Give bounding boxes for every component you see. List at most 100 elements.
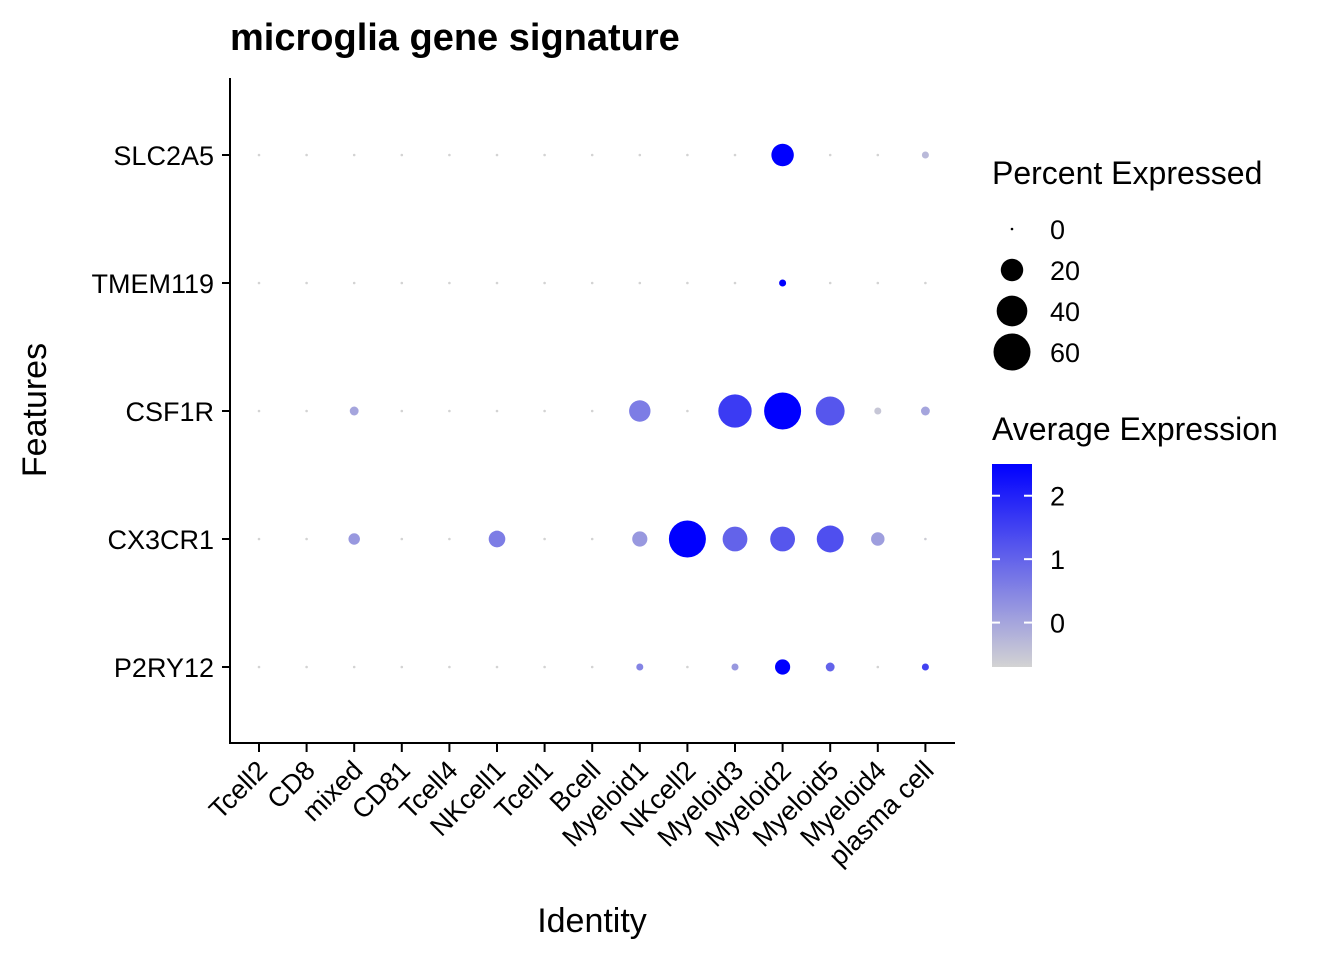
dot bbox=[638, 281, 642, 285]
y-ticks: SLC2A5 TMEM119 CSF1R CX3CR1 P2RY12 bbox=[91, 141, 230, 683]
dot bbox=[815, 396, 845, 426]
dot bbox=[874, 407, 882, 415]
dot bbox=[495, 153, 499, 157]
colorbar-ticks: 0 1 2 bbox=[992, 482, 1065, 639]
dot bbox=[632, 531, 648, 547]
colorbar bbox=[992, 464, 1032, 667]
size-legend-dot bbox=[1000, 258, 1024, 282]
dot bbox=[924, 281, 927, 285]
dot bbox=[448, 281, 451, 285]
size-legend: Percent Expressed 0 20 40 60 bbox=[992, 155, 1262, 371]
dot bbox=[590, 537, 594, 541]
dot bbox=[488, 530, 506, 548]
dot bbox=[921, 663, 929, 671]
dot bbox=[352, 281, 356, 285]
size-legend-items: 0 20 40 60 bbox=[993, 215, 1080, 371]
dot bbox=[495, 281, 499, 285]
dot bbox=[495, 665, 499, 669]
dot bbox=[305, 281, 308, 285]
dot bbox=[920, 406, 930, 416]
size-legend-dot bbox=[1010, 227, 1014, 231]
dot bbox=[400, 153, 404, 157]
dot bbox=[495, 409, 499, 413]
dot bbox=[629, 400, 651, 422]
size-legend-label: 40 bbox=[1050, 297, 1080, 327]
dot bbox=[543, 665, 546, 669]
dot bbox=[305, 153, 308, 157]
plot-area: SLC2A5 TMEM119 CSF1R CX3CR1 P2RY12 Tcell2CD8… bbox=[91, 78, 955, 872]
dot bbox=[590, 665, 594, 669]
dot bbox=[825, 662, 835, 672]
dot bbox=[305, 537, 308, 541]
dot bbox=[686, 281, 689, 285]
y-tick-label: CSF1R bbox=[125, 397, 214, 427]
dot bbox=[638, 153, 642, 157]
colorbar-tick-label: 2 bbox=[1050, 482, 1065, 512]
dot bbox=[305, 665, 308, 669]
dot bbox=[686, 665, 689, 669]
dot bbox=[686, 153, 689, 157]
dot bbox=[733, 281, 737, 285]
dot bbox=[816, 525, 844, 553]
y-tick-label: CX3CR1 bbox=[107, 525, 214, 555]
dot bbox=[448, 537, 451, 541]
size-legend-title: Percent Expressed bbox=[992, 155, 1262, 191]
y-tick-label: P2RY12 bbox=[114, 653, 214, 683]
colorbar-tick-label: 1 bbox=[1050, 545, 1065, 575]
dot bbox=[775, 659, 791, 675]
dot bbox=[590, 153, 594, 157]
color-legend-title: Average Expression bbox=[992, 411, 1278, 447]
dot bbox=[871, 532, 885, 546]
dot bbox=[257, 537, 261, 541]
dot bbox=[257, 665, 261, 669]
size-legend-dot bbox=[996, 295, 1028, 327]
dot bbox=[636, 663, 644, 671]
dot bbox=[348, 533, 360, 545]
dot bbox=[543, 409, 546, 413]
dot bbox=[305, 409, 308, 413]
dot bbox=[400, 537, 404, 541]
dot bbox=[400, 281, 404, 285]
dot bbox=[543, 281, 546, 285]
dot bbox=[448, 153, 451, 157]
dot bbox=[257, 409, 261, 413]
dot bbox=[448, 409, 451, 413]
x-ticks: Tcell2CD8mixedCD81Tcell4NKcell1Tcell1Bce… bbox=[203, 743, 940, 872]
size-legend-label: 60 bbox=[1050, 338, 1080, 368]
dot bbox=[590, 281, 594, 285]
dot bbox=[771, 143, 794, 167]
dot bbox=[543, 153, 546, 157]
dot bbox=[828, 153, 832, 157]
dot bbox=[352, 153, 356, 157]
dot bbox=[668, 520, 706, 558]
dot bbox=[543, 537, 546, 541]
dot bbox=[400, 665, 404, 669]
y-axis-title: Features bbox=[16, 343, 54, 477]
dot bbox=[257, 281, 261, 285]
dot bbox=[257, 153, 261, 157]
size-legend-label: 20 bbox=[1050, 256, 1080, 286]
dot bbox=[349, 406, 359, 416]
dot bbox=[731, 663, 739, 671]
dot bbox=[828, 281, 832, 285]
dot bbox=[722, 526, 748, 552]
dot bbox=[876, 153, 880, 157]
dot bbox=[876, 665, 880, 669]
dot bbox=[921, 151, 929, 159]
dot bbox=[400, 409, 404, 413]
dot bbox=[733, 153, 737, 157]
dots bbox=[257, 143, 930, 675]
x-axis-title: Identity bbox=[537, 902, 647, 940]
y-tick-label: TMEM119 bbox=[91, 269, 214, 299]
chart-title: microglia gene signature bbox=[230, 17, 680, 59]
dot bbox=[924, 537, 927, 541]
dot bbox=[718, 394, 752, 428]
dot bbox=[764, 392, 802, 430]
colorbar-tick-label: 0 bbox=[1050, 609, 1065, 639]
dot bbox=[876, 281, 880, 285]
color-legend: Average Expression 0 1 2 bbox=[992, 411, 1278, 667]
dot bbox=[686, 409, 689, 413]
dot bbox=[590, 409, 594, 413]
size-legend-label: 0 bbox=[1050, 215, 1065, 245]
